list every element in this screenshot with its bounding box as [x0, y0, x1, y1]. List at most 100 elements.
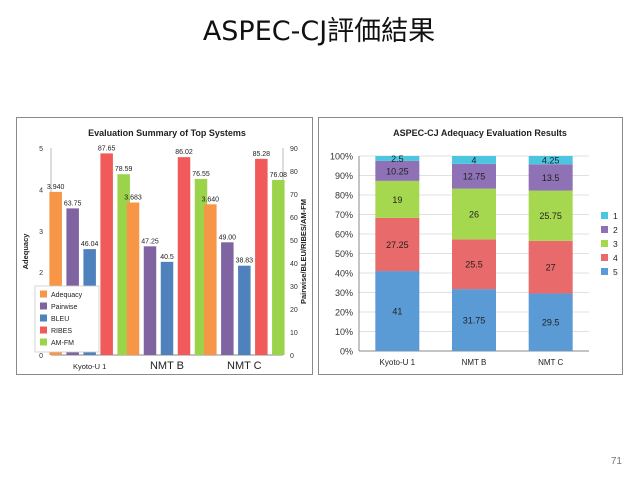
data-label-3-kyoto-u-1: 19: [392, 195, 402, 205]
bar-ribes-nmt-c: [255, 158, 268, 355]
legend-swatch-1: [601, 212, 608, 219]
y-tick-label: 50%: [335, 249, 353, 259]
legend-label-ribes: RIBES: [51, 328, 72, 335]
legend-swatch-am-fm: [40, 338, 47, 346]
segment-2-kyoto-u-1: [375, 160, 420, 181]
x-tick-label: Kyoto-U 1: [73, 362, 106, 371]
y-tick-label: 4: [39, 187, 43, 194]
data-label-5-nmt-c: 29.5: [542, 318, 560, 328]
segment-4-nmt-b: [452, 239, 496, 290]
y2-tick-label: 20: [290, 307, 298, 314]
segment-2-nmt-c: [528, 164, 573, 191]
bar-adequacy-nmt-b: [126, 202, 140, 355]
data-label-2-nmt-b: 12.75: [463, 172, 486, 182]
evaluation-summary-chart: Evaluation Summary of Top Systems0123450…: [21, 128, 308, 372]
page-number: 71: [610, 456, 622, 467]
y-tick-label: 30%: [335, 288, 353, 298]
legend-swatch-5: [601, 268, 608, 275]
legend-swatch-3: [601, 240, 608, 247]
y2-tick-label: 30: [290, 284, 298, 291]
adequacy-results-chart-panel: ASPEC-CJ Adequacy Evaluation Results 0% 10…: [318, 117, 623, 375]
y2-tick-label: 40: [290, 261, 298, 268]
data-label-ribes-nmt-c: 85.28: [253, 151, 271, 158]
adequacy-results-chart: ASPEC-CJ Adequacy Evaluation Results 0% 10…: [330, 128, 618, 367]
data-label-ribes-nmt-b: 86.02: [175, 149, 193, 156]
segment-5-nmt-c: [528, 293, 573, 351]
y2-tick-label: 0: [290, 353, 294, 360]
bar-ribes-kyoto-u-1: [100, 153, 113, 355]
legend-swatch-pairwise: [40, 302, 47, 310]
data-label-adequacy-kyoto-u-1: 3.940: [47, 184, 65, 191]
y2-axis-title: Pairwise/BLEU/RIBES/AM-FM: [299, 199, 308, 304]
data-label-bleu-nmt-b: 40.5: [160, 254, 174, 261]
x-tick-label: Kyoto-U 1: [380, 358, 416, 367]
legend-label-adequacy: Adequacy: [51, 292, 83, 299]
data-label-bleu-nmt-c: 38.83: [236, 258, 254, 265]
legend-label-2: 2: [613, 225, 618, 235]
legend-swatch-adequacy: [40, 290, 47, 298]
bar-ribes-nmt-b: [177, 157, 191, 355]
data-label-1-kyoto-u-1: 2.5: [391, 154, 404, 164]
y-tick-label: 0: [39, 353, 43, 360]
data-label-pairwise-nmt-b: 47.25: [141, 238, 159, 245]
data-label-1-nmt-b: 4: [471, 155, 476, 165]
bar-bleu-nmt-c: [238, 265, 251, 355]
segment-3-kyoto-u-1: [375, 180, 420, 218]
data-label-4-kyoto-u-1: 27.25: [386, 240, 409, 250]
y-tick-label: 60%: [335, 230, 353, 240]
legend-label-4: 4: [613, 253, 618, 263]
y-tick-label: 90%: [335, 171, 353, 181]
evaluation-summary-chart-panel: Evaluation Summary of Top Systems0123450…: [16, 117, 313, 375]
y-tick-label: 0%: [340, 347, 353, 357]
data-label-4-nmt-b: 25.5: [465, 260, 483, 270]
legend-swatch-2: [601, 226, 608, 233]
data-label-adequacy-nmt-b: 3.683: [124, 195, 142, 202]
segment-4-nmt-c: [528, 240, 573, 294]
segment-5-kyoto-u-1: [375, 271, 420, 351]
slide-title: ASPEC-CJ評価結果: [202, 16, 436, 47]
data-label-1-nmt-c: 4.25: [542, 156, 560, 166]
legend-label-1: 1: [613, 211, 618, 221]
data-label-2-kyoto-u-1: 10.25: [386, 166, 409, 176]
segment-2-nmt-b: [452, 163, 496, 189]
bar-adequacy-nmt-c: [204, 204, 217, 355]
data-label-ribes-kyoto-u-1: 87.65: [98, 145, 116, 152]
data-label-bleu-kyoto-u-1: 46.04: [81, 241, 99, 248]
segment-3-nmt-c: [528, 190, 573, 241]
y-tick-label: 3: [39, 229, 43, 236]
y-tick-label: 100%: [330, 152, 353, 162]
segment-1-nmt-c: [528, 156, 573, 165]
legend-swatch-bleu: [40, 314, 47, 322]
bar-am-fm-nmt-c: [272, 180, 285, 355]
segment-1-kyoto-u-1: [375, 156, 420, 161]
x-tick-label: NMT C: [538, 358, 563, 367]
bar-pairwise-nmt-b: [143, 246, 157, 355]
chart-title: ASPEC-CJ Adequacy Evaluation Results: [393, 128, 567, 138]
data-label-5-kyoto-u-1: 41: [392, 307, 402, 317]
y2-tick-label: 50: [290, 238, 298, 245]
data-label-3-nmt-b: 26: [469, 210, 479, 220]
legend-swatch-4: [601, 254, 608, 261]
data-label-adequacy-nmt-c: 3.640: [202, 196, 220, 203]
data-label-pairwise-kyoto-u-1: 63.75: [64, 200, 82, 207]
legend-label-pairwise: Pairwise: [51, 304, 78, 311]
y-tick-label: 10%: [335, 327, 353, 337]
y2-tick-label: 70: [290, 192, 298, 199]
y2-tick-label: 90: [290, 146, 298, 153]
legend-label-3: 3: [613, 239, 618, 249]
data-label-3-nmt-c: 25.75: [539, 211, 562, 221]
data-label-am-fm-kyoto-u-1: 78.59: [115, 166, 133, 173]
legend-swatch-ribes: [40, 326, 47, 334]
legend-label-5: 5: [613, 267, 618, 277]
bar-bleu-nmt-b: [160, 261, 174, 355]
legend-label-bleu: BLEU: [51, 316, 69, 323]
data-label-pairwise-nmt-c: 49.00: [219, 234, 237, 241]
y2-tick-label: 60: [290, 215, 298, 222]
segment-4-kyoto-u-1: [375, 217, 420, 272]
data-label-2-nmt-c: 13.5: [542, 173, 560, 183]
y2-tick-label: 80: [290, 169, 298, 176]
y-tick-label: 20%: [335, 308, 353, 318]
y-tick-label: 2: [39, 270, 43, 277]
y2-tick-label: 10: [290, 330, 298, 337]
segment-3-nmt-b: [452, 188, 496, 240]
